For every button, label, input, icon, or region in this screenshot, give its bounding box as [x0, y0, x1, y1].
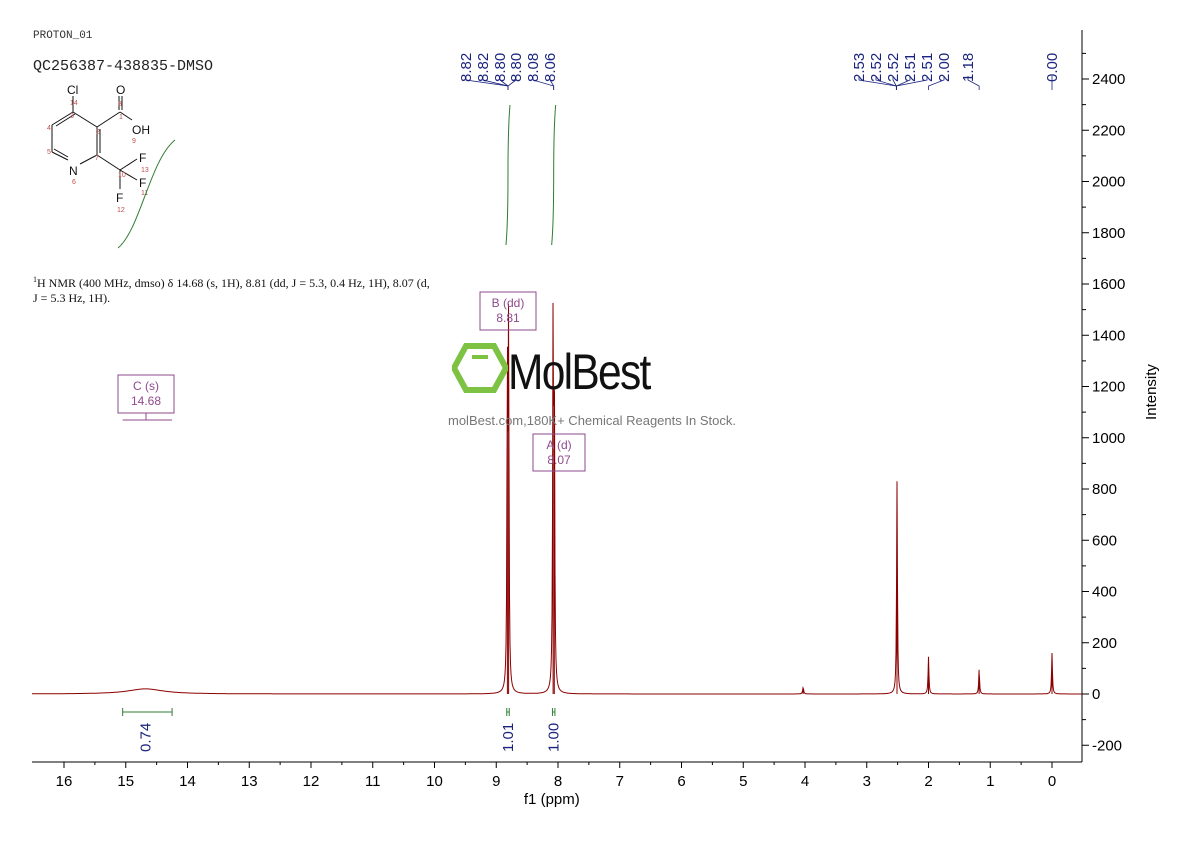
- peak-label: 2.52: [868, 53, 885, 82]
- peak-label: 0.00: [1044, 53, 1061, 82]
- y-tick-label: 800: [1092, 481, 1117, 498]
- y-tick-label: 2000: [1092, 174, 1125, 191]
- description-text: H NMR (400 MHz, dmso) δ 14.68 (s, 1H), 8…: [33, 276, 430, 305]
- peak-label: 2.51: [919, 53, 936, 82]
- y-tick-label: 200: [1092, 635, 1117, 652]
- y-tick-label: 2400: [1092, 71, 1125, 88]
- x-tick-label: 7: [616, 773, 624, 790]
- multiplet-shift: 8.81: [496, 311, 520, 325]
- peak-label: 8.80: [492, 53, 509, 82]
- watermark-text: molBest.com,180K+ Chemical Reagents In S…: [448, 413, 736, 428]
- multiplet-box: [532, 433, 586, 472]
- svg-text:N: N: [69, 164, 78, 178]
- svg-text:10: 10: [118, 172, 126, 179]
- x-tick-label: 15: [117, 773, 134, 790]
- multiplet-shift: 14.68: [131, 394, 161, 408]
- x-tick-label: 0: [1048, 773, 1056, 790]
- integral-curve: [505, 104, 511, 246]
- svg-text:1: 1: [119, 114, 123, 121]
- y-tick-label: 1200: [1092, 379, 1125, 396]
- x-tick-label: 12: [303, 773, 320, 790]
- svg-text:11: 11: [141, 190, 148, 197]
- peak-label-leader: [507, 76, 517, 90]
- x-tick-label: 8: [554, 773, 562, 790]
- nmr-description: 1H NMR (400 MHz, dmso) δ 14.68 (s, 1H), …: [33, 272, 433, 306]
- x-tick-label: 9: [492, 773, 500, 790]
- peak-label: 8.82: [458, 53, 475, 82]
- integral-value: 1.01: [500, 723, 517, 752]
- svg-text:5: 5: [47, 149, 51, 156]
- sample-name: QC256387-438835-DMSO: [33, 58, 214, 75]
- multiplet-shift: 8.07: [547, 453, 571, 467]
- x-tick-label: 6: [677, 773, 685, 790]
- peak-label: 8.06: [542, 53, 559, 82]
- x-tick-label: 2: [924, 773, 932, 790]
- x-tick-label: 5: [739, 773, 747, 790]
- y-tick-label: 2200: [1092, 122, 1125, 139]
- integral-value: 1.00: [546, 723, 563, 752]
- nucleus-superscript: 1: [33, 275, 37, 284]
- peak-label: 8.82: [475, 53, 492, 82]
- peak-label-leader: [967, 76, 980, 90]
- integral-curve: [117, 139, 176, 249]
- peak-label-leader: [549, 76, 555, 90]
- svg-text:OH: OH: [132, 123, 150, 137]
- y-tick-label: 400: [1092, 584, 1117, 601]
- svg-text:F: F: [139, 176, 146, 190]
- y-axis-label: Intensity: [1143, 364, 1160, 420]
- peak-label-leader: [928, 76, 945, 90]
- multiplet-label: A (d): [546, 438, 571, 452]
- x-tick-label: 13: [241, 773, 258, 790]
- peak-label: 2.53: [851, 53, 868, 82]
- svg-text:Cl: Cl: [67, 83, 78, 97]
- integral-curve: [551, 104, 557, 246]
- watermark-logo: MolBest: [508, 344, 651, 400]
- svg-text:9: 9: [132, 138, 136, 145]
- multiplet-label: B (dd): [492, 296, 525, 310]
- peak-label: 2.00: [936, 53, 953, 82]
- x-tick-label: 4: [801, 773, 809, 790]
- y-tick-label: 1600: [1092, 276, 1125, 293]
- molbest-logo-icon: [452, 343, 508, 393]
- y-tick-label: 1000: [1092, 430, 1125, 447]
- svg-text:14: 14: [70, 100, 78, 107]
- x-tick-label: 14: [179, 773, 196, 790]
- multiplet-box: [479, 291, 537, 331]
- x-tick-label: 11: [365, 773, 381, 790]
- svg-text:2: 2: [96, 129, 100, 136]
- peak-label: 1.18: [960, 53, 977, 82]
- spectrum-line: [32, 302, 1082, 695]
- peak-label: 2.51: [902, 53, 919, 82]
- x-tick-label: 3: [863, 773, 871, 790]
- y-tick-label: -200: [1092, 737, 1122, 754]
- svg-text:12: 12: [117, 207, 125, 214]
- y-tick-label: 1800: [1092, 225, 1125, 242]
- svg-text:F: F: [116, 191, 123, 205]
- y-tick-label: 1400: [1092, 327, 1125, 344]
- svg-text:3: 3: [70, 113, 74, 120]
- y-tick-label: 0: [1092, 686, 1100, 703]
- svg-text:7: 7: [95, 155, 99, 162]
- x-axis-label: f1 (ppm): [524, 791, 580, 808]
- y-tick-label: 600: [1092, 532, 1117, 549]
- x-tick-label: 1: [986, 773, 994, 790]
- x-tick-label: 10: [426, 773, 443, 790]
- svg-text:O: O: [116, 83, 125, 97]
- peak-label: 2.52: [885, 53, 902, 82]
- peak-label: 8.08: [525, 53, 542, 82]
- svg-text:13: 13: [141, 167, 149, 174]
- svg-text:4: 4: [47, 125, 51, 132]
- multiplet-label: C (s): [133, 379, 159, 393]
- svg-text:6: 6: [72, 179, 76, 186]
- x-tick-label: 16: [56, 773, 73, 790]
- svg-text:F: F: [139, 151, 146, 165]
- peak-label-leader: [895, 76, 928, 90]
- experiment-name: PROTON_01: [33, 30, 93, 42]
- peak-label: 8.80: [508, 53, 525, 82]
- integral-value: 0.74: [138, 723, 155, 752]
- svg-text:8: 8: [118, 101, 122, 108]
